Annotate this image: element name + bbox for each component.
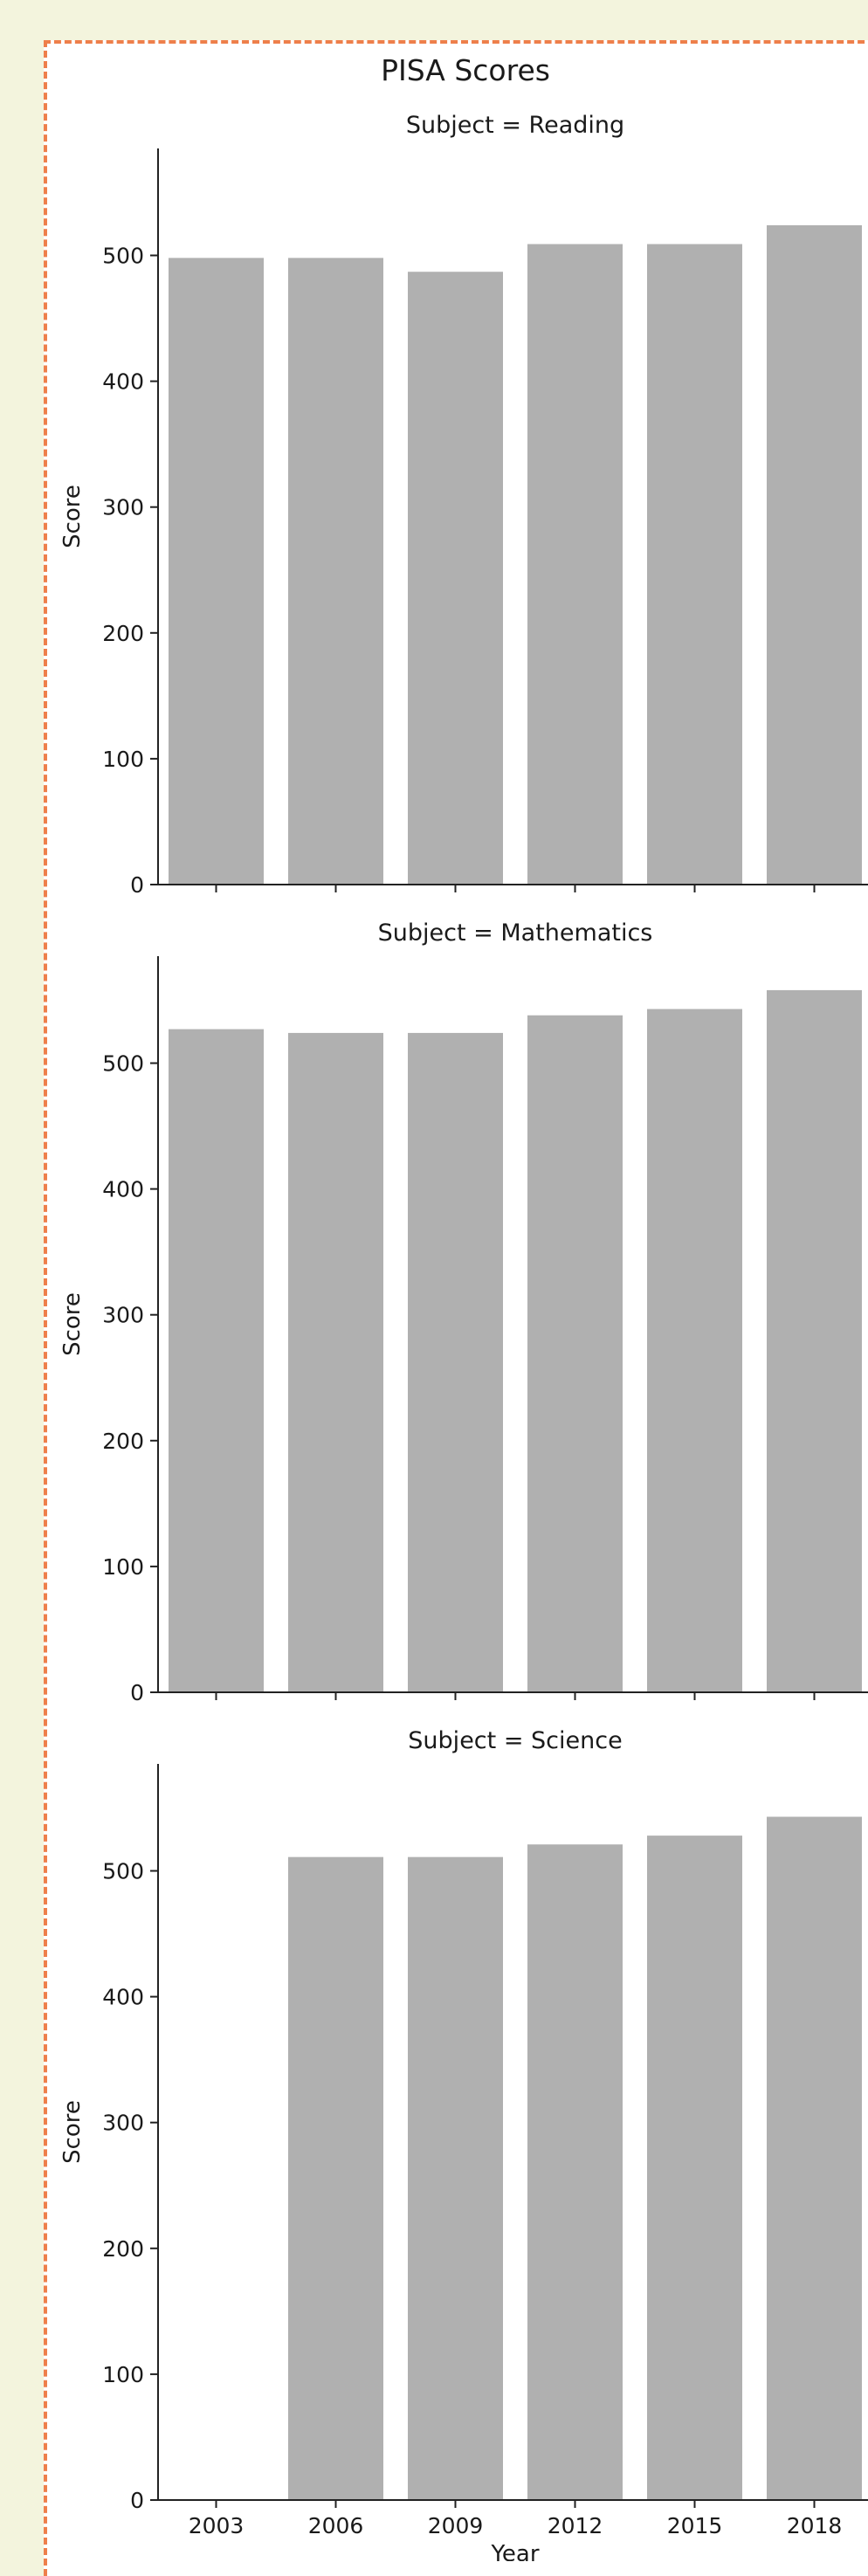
y-tick-label: 200 — [102, 2236, 144, 2262]
x-tick-label: 2015 — [667, 2513, 723, 2538]
y-tick-label: 300 — [102, 2111, 144, 2136]
bar — [527, 1015, 623, 1692]
y-tick-label: 100 — [102, 2362, 144, 2387]
y-tick-label: 500 — [102, 243, 144, 268]
x-axis-label: Year — [490, 2541, 539, 2561]
bar — [767, 1816, 862, 2500]
bar — [169, 1029, 264, 1692]
y-tick-label: 400 — [102, 1177, 144, 1202]
bar — [527, 1844, 623, 2500]
y-tick-label: 0 — [130, 1680, 144, 1705]
bar — [647, 244, 742, 885]
y-tick-label: 400 — [102, 369, 144, 395]
y-tick-label: 300 — [102, 495, 144, 520]
bar — [408, 272, 503, 885]
y-tick-label: 500 — [102, 1050, 144, 1076]
bar — [767, 989, 862, 1692]
bar — [647, 1009, 742, 1692]
x-tick-label: 2006 — [308, 2513, 364, 2538]
facet-panel: Subject = Mathematics 0 100 200 300 400 500 Sco… — [59, 920, 868, 1705]
y-tick-label: 0 — [130, 872, 144, 898]
x-tick-label: 2009 — [428, 2513, 484, 2538]
facet-title: Subject = Mathematics — [378, 920, 653, 947]
y-axis-label: Score — [59, 1292, 86, 1356]
y-tick-label: 200 — [102, 621, 144, 646]
y-tick-label: 100 — [102, 747, 144, 772]
y-axis-label: Score — [59, 2100, 86, 2164]
y-tick-label: 400 — [102, 1985, 144, 2010]
x-tick-label: 2012 — [548, 2513, 603, 2538]
y-tick-label: 100 — [102, 1554, 144, 1580]
bar — [288, 258, 383, 885]
bar — [767, 224, 862, 885]
bar — [288, 1856, 383, 2500]
facet-panel: Subject = Science 0 100 200 300 400 500 Score 20… — [59, 1727, 868, 2561]
bar — [169, 258, 264, 885]
facet-title: Subject = Reading — [406, 112, 624, 139]
chart-title: PISA Scores — [381, 53, 550, 87]
facet-title: Subject = Science — [408, 1727, 622, 1754]
bar — [408, 1856, 503, 2500]
y-tick-label: 300 — [102, 1303, 144, 1328]
bar — [527, 244, 623, 885]
y-axis-label: Score — [59, 485, 86, 548]
bar — [647, 1836, 742, 2500]
bar — [408, 1032, 503, 1692]
bar — [288, 1032, 383, 1692]
y-tick-label: 0 — [130, 2488, 144, 2513]
y-tick-label: 200 — [102, 1429, 144, 1454]
x-tick-label: 2018 — [787, 2513, 843, 2538]
x-tick-label: 2003 — [189, 2513, 245, 2538]
y-tick-label: 500 — [102, 1858, 144, 1884]
facet-panel: Subject = Reading 0 100 200 300 400 500 Score — [59, 112, 868, 898]
